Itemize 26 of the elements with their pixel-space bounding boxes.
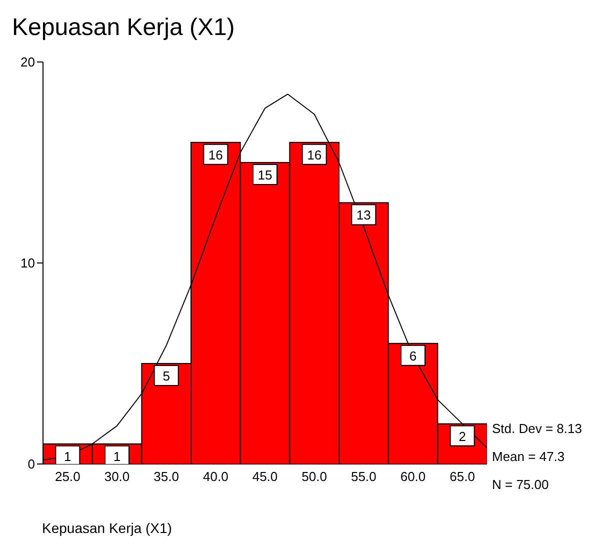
y-tick-label: 20 <box>20 54 35 70</box>
y-tick-label: 0 <box>28 456 35 472</box>
x-tick-label: 40.0 <box>203 469 228 484</box>
data-label: 1 <box>64 448 72 464</box>
x-axis-title: Kepuasan Kerja (X1) <box>41 520 173 536</box>
text: N = 75.00 <box>492 476 550 494</box>
data-label: 15 <box>258 168 272 182</box>
x-tick-label: 60.0 <box>400 469 426 484</box>
x-tick-label: 25.0 <box>55 469 80 484</box>
data-label: 6 <box>409 348 417 364</box>
y-tick-label: 10 <box>20 256 35 271</box>
x-tick-label: 55.0 <box>351 469 376 484</box>
data-label: 5 <box>162 368 170 384</box>
text: Std. Dev = 8.13 <box>492 420 582 438</box>
data-label: 2 <box>458 428 466 444</box>
data-label: 16 <box>208 147 223 162</box>
x-tick-label: 35.0 <box>154 469 179 484</box>
x-tick-label: 30.0 <box>104 469 130 484</box>
x-tick-label: 50.0 <box>302 469 327 484</box>
data-label: 1 <box>113 448 121 464</box>
data-label: 16 <box>307 147 322 162</box>
chart-title: Kepuasan Kerja (X1) <box>12 14 235 41</box>
data-label: 13 <box>356 208 371 223</box>
x-tick-label: 65.0 <box>450 469 475 484</box>
text: Mean = 47.3 <box>492 448 566 466</box>
x-tick-label: 45.0 <box>252 469 278 484</box>
